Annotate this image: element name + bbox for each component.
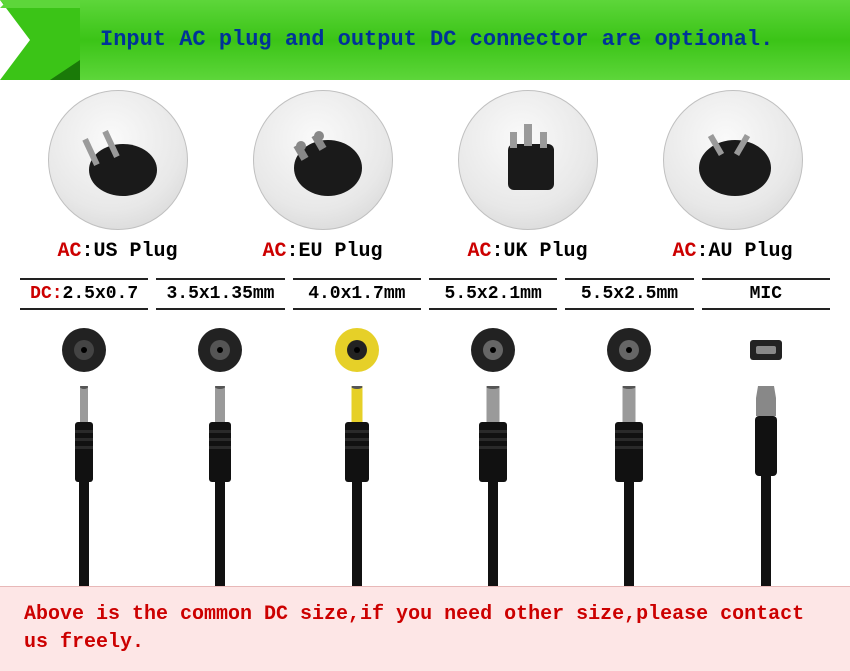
plug-uk-label: AC:UK Plug <box>467 240 587 263</box>
dc-jack-4 <box>609 386 649 586</box>
dc-jack-0 <box>64 386 104 586</box>
banner-body: Input AC plug and output DC connector ar… <box>80 0 850 80</box>
plug-eu-image <box>253 90 393 230</box>
plug-au-name: AU Plug <box>709 240 793 263</box>
dc-header-0: DC:2.5x0.7 <box>20 278 148 310</box>
plug-uk: AC:UK Plug <box>430 90 625 263</box>
plug-au-label: AC:AU Plug <box>672 240 792 263</box>
dc-tip-0 <box>54 320 114 380</box>
dc-header-1: 3.5x1.35mm <box>156 278 284 310</box>
dc-header-3: 5.5x2.1mm <box>429 278 557 310</box>
footer-note: Above is the common DC size,if you need … <box>0 586 850 671</box>
plug-us: AC:US Plug <box>20 90 215 263</box>
plug-us-name: US Plug <box>94 240 178 263</box>
dc-jack-2 <box>337 386 377 586</box>
footer-text: Above is the common DC size,if you need … <box>24 601 826 657</box>
dc-col-0: DC:2.5x0.7 <box>20 278 148 586</box>
plug-uk-image <box>458 90 598 230</box>
plug-us-image <box>48 90 188 230</box>
banner-text: Input AC plug and output DC connector ar… <box>100 26 773 55</box>
dc-tip-1 <box>190 320 250 380</box>
dc-col-2: 4.0x1.7mm <box>293 278 421 586</box>
plug-us-label: AC:US Plug <box>57 240 177 263</box>
dc-header-5: MIC <box>702 278 830 310</box>
top-banner: Input AC plug and output DC connector ar… <box>0 0 850 80</box>
dc-tip-2 <box>327 320 387 380</box>
dc-col-5: MIC <box>702 278 830 586</box>
dc-tip-4 <box>599 320 659 380</box>
dc-col-1: 3.5x1.35mm <box>156 278 284 586</box>
dc-prefix: DC: <box>30 284 62 304</box>
dc-label-5: MIC <box>750 284 782 304</box>
dc-label-1: 3.5x1.35mm <box>166 284 274 304</box>
dc-col-3: 5.5x2.1mm <box>429 278 557 586</box>
dc-jack-1 <box>200 386 240 586</box>
plug-au: AC:AU Plug <box>635 90 830 263</box>
plug-au-image <box>663 90 803 230</box>
plug-eu-label: AC:EU Plug <box>262 240 382 263</box>
dc-header-4: 5.5x2.5mm <box>565 278 693 310</box>
plug-sep: : <box>81 240 93 263</box>
plug-uk-name: UK Plug <box>504 240 588 263</box>
dc-label-2: 4.0x1.7mm <box>308 284 405 304</box>
dc-label-4: 5.5x2.5mm <box>581 284 678 304</box>
plug-prefix: AC <box>57 240 81 263</box>
dc-col-4: 5.5x2.5mm <box>565 278 693 586</box>
plug-eu-name: EU Plug <box>299 240 383 263</box>
dc-tip-3 <box>463 320 523 380</box>
ribbon-tail-icon <box>0 0 80 80</box>
dc-tip-5 <box>736 320 796 380</box>
dc-header-2: 4.0x1.7mm <box>293 278 421 310</box>
dc-label-3: 5.5x2.1mm <box>445 284 542 304</box>
dc-jack-5 <box>746 386 786 586</box>
dc-jack-3 <box>473 386 513 586</box>
plug-eu: AC:EU Plug <box>225 90 420 263</box>
ac-plugs-row: AC:US Plug AC:EU Plug <box>0 80 850 263</box>
dc-connectors-row: DC:2.5x0.7 3.5x1.35mm 4.0x1.7mm <box>0 263 850 586</box>
dc-label-0: 2.5x0.7 <box>63 284 139 304</box>
